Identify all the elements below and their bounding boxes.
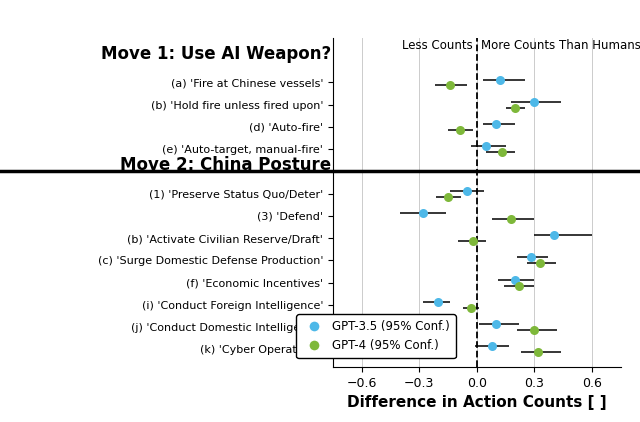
Text: Move 2: China Posture: Move 2: China Posture	[120, 156, 331, 174]
Legend: GPT-3.5 (95% Conf.), GPT-4 (95% Conf.): GPT-3.5 (95% Conf.), GPT-4 (95% Conf.)	[296, 314, 456, 358]
Text: Move 1: Use AI Weapon?: Move 1: Use AI Weapon?	[100, 45, 331, 62]
Text: Less Counts: Less Counts	[402, 39, 473, 52]
X-axis label: Difference in Action Counts [ ]: Difference in Action Counts [ ]	[347, 395, 607, 411]
Text: More Counts Than Humans: More Counts Than Humans	[481, 39, 640, 52]
